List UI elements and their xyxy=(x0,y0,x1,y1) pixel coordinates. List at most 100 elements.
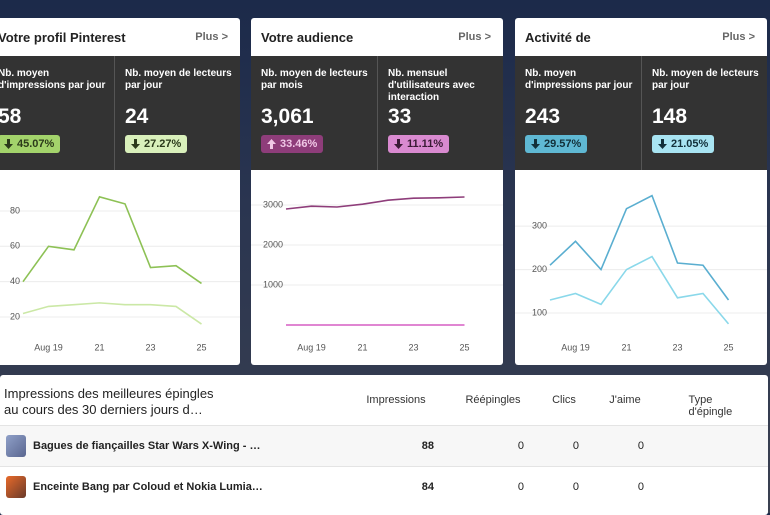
card-title: Votre profil Pinterest xyxy=(0,30,126,45)
stat: Nb. moyen d'impressions par jour 243 29.57… xyxy=(515,56,641,170)
card-title: Votre audience xyxy=(261,30,354,45)
y-tick-label: 100 xyxy=(532,307,547,317)
stat: Nb. moyen de lecteurs par mois 3,061 33.46… xyxy=(251,56,377,170)
line-chart: 1000 2000 3000 Aug 19 21 23 25 xyxy=(251,196,503,352)
cell-value: 0 xyxy=(637,481,644,493)
series-line xyxy=(22,195,202,285)
pin-thumbnail xyxy=(6,435,26,457)
arrow-shape xyxy=(131,139,140,149)
y-tick-label: 2000 xyxy=(263,239,283,249)
more-link[interactable]: Plus > xyxy=(722,31,755,43)
y-tick-label: 200 xyxy=(532,264,547,274)
pin-thumbnail xyxy=(6,476,26,498)
x-tick-label: 25 xyxy=(459,342,469,352)
cell-value: 0 xyxy=(517,481,524,493)
change-value: 29.57% xyxy=(544,138,582,150)
stat: Nb. moyen de lecteurs par jour 148 21.05% xyxy=(641,56,767,170)
pin-title[interactable]: Enceinte Bang par Coloud et Nokia Lumia… xyxy=(33,481,263,493)
stat-label: Nb. moyen de lecteurs par mois xyxy=(261,68,368,91)
x-tick-label: Aug 19 xyxy=(561,342,590,352)
cell-value: 0 xyxy=(572,481,579,493)
cell-value: 88 xyxy=(421,440,434,452)
series-line xyxy=(549,255,730,325)
stats-panel: Nb. moyen de lecteurs par mois 3,061 33.46… xyxy=(251,56,503,170)
table-subtitle: au cours des 30 derniers jours d… xyxy=(4,402,203,417)
trend-arrow xyxy=(394,139,403,149)
stat-value: 148 xyxy=(652,105,688,128)
x-tick-label: 23 xyxy=(672,342,682,352)
stat-value: 3,061 xyxy=(261,105,314,128)
cell-value: 84 xyxy=(421,481,434,493)
card-header: Votre audience Plus > xyxy=(251,18,503,56)
change-value: 21.05% xyxy=(671,138,709,150)
card-header: Votre profil Pinterest Plus > xyxy=(0,18,240,56)
column-header: Type d'épingle xyxy=(688,394,733,418)
series-line xyxy=(285,196,465,210)
more-link[interactable]: Plus > xyxy=(458,31,491,43)
line-chart: 20 40 60 80 Aug 19 21 23 25 xyxy=(0,195,240,352)
column-header: Clics xyxy=(552,394,576,406)
change-badge: 11.11% xyxy=(388,135,450,153)
y-tick-label: 40 xyxy=(10,276,20,286)
x-tick-label: 25 xyxy=(723,342,733,352)
stat-value: 243 xyxy=(525,105,561,128)
arrow-shape xyxy=(267,139,276,149)
change-value: 11.11% xyxy=(407,138,444,150)
column-header: Réépingles xyxy=(465,394,521,406)
x-tick-label: 25 xyxy=(196,342,206,352)
x-tick-label: Aug 19 xyxy=(34,342,63,352)
pin-title[interactable]: Bagues de fiançailles Star Wars X-Wing -… xyxy=(33,440,261,452)
y-tick-label: 80 xyxy=(10,205,20,215)
y-tick-label: 60 xyxy=(10,241,20,251)
stat-value: 33 xyxy=(388,105,412,128)
stats-panel: Nb. moyen d'impressions par jour 58 45.07%… xyxy=(0,56,240,170)
stat: Nb. moyen de lecteurs par jour 24 27.27% xyxy=(114,56,240,170)
x-tick-label: 21 xyxy=(621,342,631,352)
stat-label: Nb. moyen de lecteurs par jour xyxy=(652,68,759,91)
trend-arrow xyxy=(531,139,540,149)
line-chart: 100 200 300 Aug 19 21 23 25 xyxy=(515,194,767,352)
stat-label: Nb. moyen d'impressions par jour xyxy=(0,68,106,91)
stat-card: Activité de Plus > Nb. moyen d'impressions… xyxy=(515,18,767,365)
stat: Nb. moyen d'impressions par jour 58 45.07% xyxy=(0,56,114,170)
series-line xyxy=(549,194,730,301)
more-link[interactable]: Plus > xyxy=(195,31,228,43)
cell-value: 0 xyxy=(572,440,579,452)
stats-panel: Nb. moyen d'impressions par jour 243 29.57… xyxy=(515,56,767,170)
trend-arrow xyxy=(4,139,13,149)
change-value: 27.27% xyxy=(144,138,182,150)
stat-label: Nb. moyen de lecteurs par jour xyxy=(125,68,232,91)
trend-arrow xyxy=(131,139,140,149)
cell-value: 0 xyxy=(637,440,644,452)
card-header: Activité de Plus > xyxy=(515,18,767,56)
arrow-shape xyxy=(658,139,667,149)
x-tick-label: 21 xyxy=(94,342,104,352)
y-tick-label: 1000 xyxy=(263,279,283,289)
x-tick-label: 21 xyxy=(357,342,367,352)
change-value: 45.07% xyxy=(17,138,55,150)
stat-label: Nb. moyen d'impressions par jour xyxy=(525,68,633,91)
table-row: Bagues de fiançailles Star Wars X-Wing -… xyxy=(0,425,768,466)
stat-value: 24 xyxy=(125,105,149,128)
stat-value: 58 xyxy=(0,105,22,128)
card-title: Activité de xyxy=(525,30,591,45)
change-badge: 29.57% xyxy=(525,135,588,153)
cell-value: 0 xyxy=(517,440,524,452)
arrow-shape xyxy=(531,139,540,149)
x-tick-label: Aug 19 xyxy=(297,342,326,352)
table-row: Enceinte Bang par Coloud et Nokia Lumia…… xyxy=(0,466,768,507)
arrow-shape xyxy=(394,139,403,149)
x-tick-label: 23 xyxy=(408,342,418,352)
x-tick-label: 23 xyxy=(145,342,155,352)
table-title: Impressions des meilleures épingles xyxy=(4,386,214,401)
change-badge: 21.05% xyxy=(652,135,715,153)
y-tick-label: 20 xyxy=(10,311,20,321)
change-badge: 33.46% xyxy=(261,135,324,153)
y-tick-label: 3000 xyxy=(263,199,283,209)
top-pins-table: Impressions des meilleures épingles au c… xyxy=(0,375,768,515)
series-line xyxy=(22,302,202,325)
change-badge: 27.27% xyxy=(125,135,188,153)
arrow-shape xyxy=(4,139,13,149)
stat-card: Votre audience Plus > Nb. moyen de lecteur… xyxy=(251,18,503,365)
